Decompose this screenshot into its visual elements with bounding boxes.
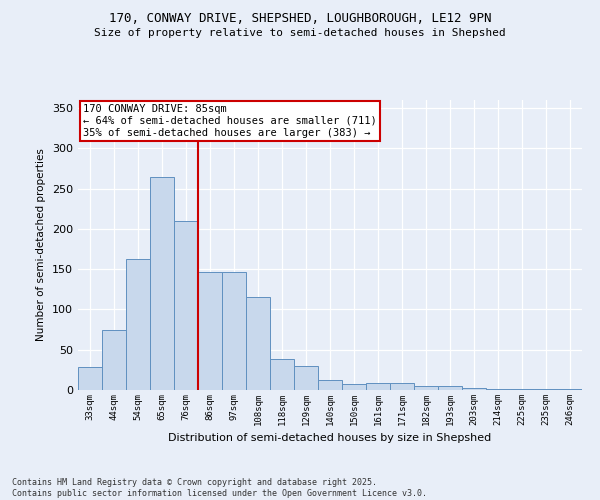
- Text: Contains HM Land Registry data © Crown copyright and database right 2025.
Contai: Contains HM Land Registry data © Crown c…: [12, 478, 427, 498]
- Y-axis label: Number of semi-detached properties: Number of semi-detached properties: [37, 148, 46, 342]
- Bar: [438, 386, 462, 390]
- Text: 170, CONWAY DRIVE, SHEPSHED, LOUGHBOROUGH, LE12 9PN: 170, CONWAY DRIVE, SHEPSHED, LOUGHBOROUG…: [109, 12, 491, 26]
- Bar: [198, 272, 222, 390]
- Bar: [342, 384, 366, 390]
- Bar: [294, 366, 318, 390]
- X-axis label: Distribution of semi-detached houses by size in Shepshed: Distribution of semi-detached houses by …: [169, 434, 491, 444]
- Bar: [270, 360, 294, 390]
- Bar: [318, 380, 342, 390]
- Bar: [366, 383, 390, 390]
- Bar: [150, 176, 174, 390]
- Bar: [174, 221, 198, 390]
- Bar: [534, 389, 558, 390]
- Bar: [390, 383, 414, 390]
- Bar: [558, 389, 582, 390]
- Bar: [126, 258, 150, 390]
- Bar: [414, 386, 438, 390]
- Bar: [222, 272, 246, 390]
- Bar: [102, 330, 126, 390]
- Bar: [78, 366, 102, 390]
- Bar: [486, 389, 510, 390]
- Bar: [510, 389, 534, 390]
- Bar: [246, 296, 270, 390]
- Text: 170 CONWAY DRIVE: 85sqm
← 64% of semi-detached houses are smaller (711)
35% of s: 170 CONWAY DRIVE: 85sqm ← 64% of semi-de…: [83, 104, 377, 138]
- Text: Size of property relative to semi-detached houses in Shepshed: Size of property relative to semi-detach…: [94, 28, 506, 38]
- Bar: [462, 388, 486, 390]
